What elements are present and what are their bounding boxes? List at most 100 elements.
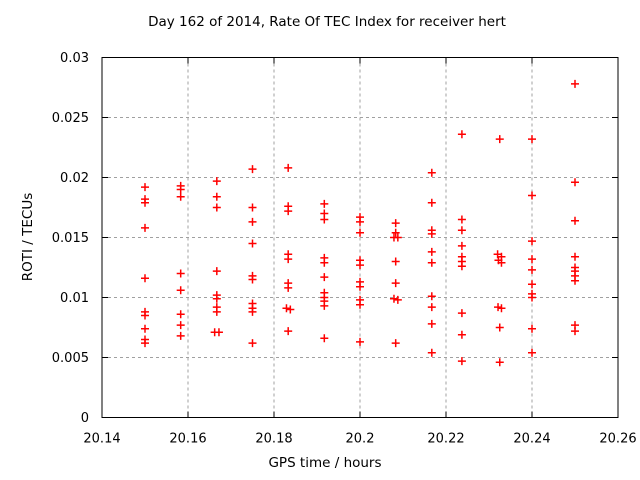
data-point-marker — [176, 192, 185, 201]
data-point-marker — [176, 269, 185, 278]
data-point-marker — [457, 226, 466, 235]
data-point-marker — [528, 191, 536, 200]
data-point-marker — [427, 258, 436, 267]
data-point-marker — [571, 178, 579, 187]
data-point-marker — [212, 203, 221, 212]
data-point-marker — [528, 237, 536, 246]
data-point-marker — [389, 294, 398, 303]
data-point-marker — [427, 348, 436, 357]
data-point-marker — [528, 348, 536, 357]
data-point-marker — [320, 258, 329, 267]
data-point-marker — [320, 199, 329, 208]
data-point-marker — [391, 279, 400, 288]
data-point-marker — [457, 241, 466, 250]
data-point-marker — [284, 283, 293, 292]
data-point-marker — [248, 339, 257, 348]
y-tick-label: 0.015 — [52, 231, 89, 246]
data-point-marker — [141, 274, 149, 283]
data-point-marker — [212, 294, 221, 303]
x-tick-label: 20.24 — [513, 432, 550, 447]
data-point-marker — [528, 255, 536, 264]
data-point-marker — [457, 357, 466, 366]
y-axis-label: ROTI / TECUs — [20, 193, 36, 281]
data-point-marker — [248, 239, 257, 248]
x-tick-labels: 20.14 20.16 20.18 20.2 20.22 20.24 20.26 — [83, 432, 636, 447]
data-point-marker — [284, 327, 293, 336]
chart-title: Day 162 of 2014, Rate Of TEC Index for r… — [148, 14, 506, 30]
data-point-marker — [528, 293, 536, 302]
data-point-marker — [495, 323, 504, 332]
y-tick-label: 0.02 — [60, 171, 89, 186]
data-point-marker — [495, 135, 504, 144]
data-point-marker — [141, 339, 149, 348]
data-point-marker — [391, 257, 400, 266]
data-point-marker — [427, 303, 436, 312]
data-point-marker — [391, 339, 400, 348]
y-tick-label: 0.005 — [52, 351, 89, 366]
data-point-marker — [494, 303, 503, 312]
data-point-marker — [248, 217, 257, 226]
data-point-marker — [356, 261, 364, 270]
data-point-marker — [356, 300, 364, 309]
y-tick-label: 0 — [81, 411, 89, 426]
data-point-marker — [393, 233, 402, 242]
data-point-marker — [141, 324, 149, 333]
data-point-marker — [320, 273, 329, 282]
data-point-marker — [497, 304, 506, 313]
y-tick-label: 0.01 — [60, 291, 89, 306]
x-tick-label: 20.18 — [255, 432, 292, 447]
data-point-marker — [427, 198, 436, 207]
data-point-marker — [457, 330, 466, 339]
data-points — [141, 79, 579, 367]
data-point-marker — [176, 321, 185, 330]
data-point-marker — [248, 275, 257, 284]
x-tick-label: 20.26 — [599, 432, 636, 447]
data-point-marker — [214, 328, 223, 337]
data-point-marker — [320, 215, 329, 224]
data-point-marker — [571, 276, 579, 285]
data-point-marker — [212, 267, 221, 276]
data-point-marker — [528, 135, 536, 144]
data-point-marker — [212, 307, 221, 316]
gridlines — [102, 57, 618, 418]
data-point-marker — [356, 217, 364, 226]
data-point-marker — [284, 163, 293, 172]
data-point-marker — [528, 324, 536, 333]
data-point-marker — [212, 177, 221, 186]
data-point-marker — [356, 337, 364, 346]
data-point-marker — [176, 310, 185, 319]
data-point-marker — [393, 295, 402, 304]
data-point-marker — [571, 216, 579, 225]
data-point-marker — [427, 247, 436, 256]
data-point-marker — [284, 207, 293, 216]
data-point-marker — [457, 309, 466, 318]
data-point-marker — [356, 282, 364, 291]
data-point-marker — [286, 305, 295, 314]
y-tick-labels: 0 0.005 0.01 0.015 0.02 0.025 0.03 — [52, 51, 89, 426]
data-point-marker — [427, 229, 436, 238]
data-point-marker — [176, 286, 185, 295]
data-point-marker — [391, 219, 400, 228]
data-point-marker — [141, 223, 149, 232]
data-point-marker — [457, 130, 466, 139]
y-tick-label: 0.025 — [52, 111, 89, 126]
data-point-marker — [212, 192, 221, 201]
data-point-marker — [282, 304, 291, 313]
data-point-marker — [141, 183, 149, 192]
data-point-marker — [320, 301, 329, 310]
y-tick-label: 0.03 — [60, 51, 89, 66]
data-point-marker — [248, 165, 257, 174]
data-point-marker — [141, 198, 149, 207]
data-point-marker — [391, 228, 400, 237]
data-point-marker — [320, 334, 329, 343]
x-tick-label: 20.22 — [427, 432, 464, 447]
data-point-marker — [176, 185, 185, 194]
data-point-marker — [528, 280, 536, 289]
data-point-marker — [571, 252, 579, 261]
data-point-marker — [284, 255, 293, 264]
data-point-marker — [141, 311, 149, 320]
data-point-marker — [497, 258, 506, 267]
tick-marks — [101, 57, 619, 418]
